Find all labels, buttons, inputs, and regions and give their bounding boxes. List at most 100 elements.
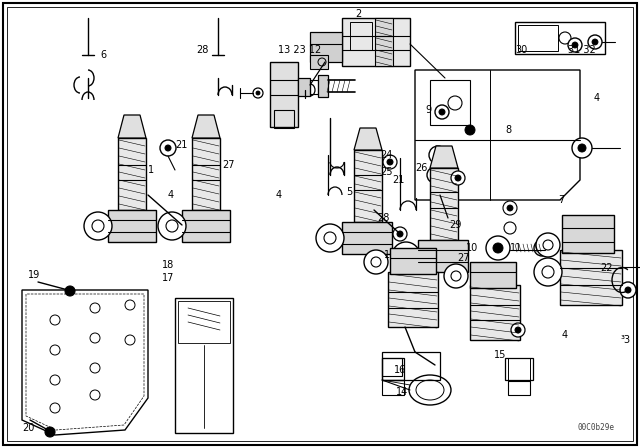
Text: 10: 10 — [466, 243, 478, 253]
Circle shape — [392, 242, 420, 270]
Bar — [270, 62, 298, 127]
Circle shape — [387, 159, 393, 165]
Bar — [560, 250, 622, 305]
Circle shape — [383, 155, 397, 169]
Bar — [470, 285, 520, 340]
Text: 5: 5 — [346, 187, 352, 197]
Circle shape — [176, 220, 192, 236]
Bar — [350, 22, 372, 50]
Text: 22: 22 — [600, 263, 612, 273]
Bar — [518, 25, 558, 51]
Text: 27: 27 — [222, 160, 234, 170]
Bar — [382, 358, 404, 380]
Text: 14: 14 — [396, 387, 408, 397]
Bar — [274, 110, 294, 128]
Circle shape — [578, 144, 586, 152]
Circle shape — [511, 323, 525, 337]
Circle shape — [397, 231, 403, 237]
Text: 30: 30 — [515, 45, 527, 55]
Text: ³3: ³3 — [620, 335, 630, 345]
Text: 21: 21 — [392, 175, 404, 185]
Text: 24: 24 — [381, 150, 393, 160]
Text: 4: 4 — [562, 330, 568, 340]
Circle shape — [465, 125, 475, 135]
Bar — [515, 22, 605, 54]
Text: 28: 28 — [196, 45, 209, 55]
Circle shape — [65, 286, 75, 296]
Circle shape — [455, 175, 461, 181]
Circle shape — [427, 167, 443, 183]
Circle shape — [435, 105, 449, 119]
Text: 4: 4 — [276, 190, 282, 200]
Bar — [298, 78, 310, 96]
Circle shape — [625, 287, 631, 293]
Text: 20: 20 — [22, 423, 35, 433]
Bar — [318, 75, 328, 97]
Bar — [382, 380, 404, 395]
Bar — [118, 138, 146, 210]
Bar — [382, 352, 440, 380]
Circle shape — [572, 138, 592, 158]
Bar — [505, 358, 533, 380]
Circle shape — [507, 205, 513, 211]
Text: 1: 1 — [384, 250, 390, 260]
Text: 4: 4 — [168, 190, 174, 200]
Bar — [310, 32, 342, 62]
Polygon shape — [118, 115, 146, 138]
Text: 00C0b29e: 00C0b29e — [578, 423, 615, 432]
Text: 19: 19 — [28, 270, 40, 280]
Bar — [418, 240, 468, 272]
Circle shape — [620, 282, 636, 298]
Circle shape — [444, 264, 468, 288]
Circle shape — [534, 258, 562, 286]
Bar — [390, 248, 436, 274]
Circle shape — [393, 227, 407, 241]
Bar — [175, 298, 233, 433]
Circle shape — [429, 146, 447, 164]
Circle shape — [588, 35, 602, 49]
Bar — [562, 215, 614, 253]
Bar — [342, 222, 392, 254]
Circle shape — [451, 171, 465, 185]
Bar — [470, 262, 516, 288]
Text: 1: 1 — [148, 165, 154, 175]
Bar — [178, 301, 230, 343]
Circle shape — [568, 38, 582, 52]
Circle shape — [160, 140, 176, 156]
Bar — [354, 150, 382, 222]
Bar — [388, 272, 438, 327]
Bar — [310, 55, 328, 69]
Text: 29: 29 — [450, 220, 462, 230]
Bar — [310, 80, 318, 94]
Text: 21: 21 — [175, 140, 188, 150]
Circle shape — [84, 212, 112, 240]
Circle shape — [534, 240, 550, 256]
Text: 13 23 12: 13 23 12 — [278, 45, 321, 55]
Circle shape — [439, 109, 445, 115]
Text: 26: 26 — [415, 163, 428, 173]
Bar — [192, 138, 220, 210]
Circle shape — [434, 151, 442, 159]
Text: 9: 9 — [426, 105, 432, 115]
Circle shape — [515, 327, 521, 333]
Text: 8: 8 — [505, 125, 511, 135]
Circle shape — [432, 172, 438, 178]
Circle shape — [445, 219, 451, 225]
Polygon shape — [354, 128, 382, 150]
Bar — [108, 210, 156, 242]
Bar — [182, 210, 230, 242]
Bar — [430, 80, 470, 125]
Text: 31 32: 31 32 — [568, 45, 596, 55]
Bar — [508, 381, 530, 395]
Circle shape — [486, 236, 510, 260]
Circle shape — [572, 42, 578, 48]
Circle shape — [165, 145, 171, 151]
Text: 7: 7 — [558, 195, 564, 205]
Circle shape — [316, 224, 344, 252]
Text: 18: 18 — [162, 260, 174, 270]
Bar — [430, 168, 458, 240]
Circle shape — [592, 39, 598, 45]
Circle shape — [253, 88, 263, 98]
Text: 4: 4 — [594, 93, 600, 103]
Text: 6: 6 — [100, 50, 106, 60]
